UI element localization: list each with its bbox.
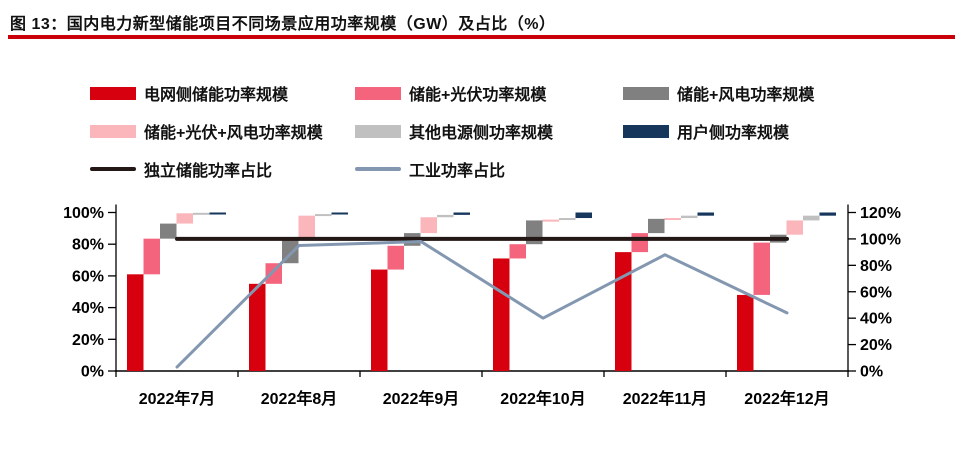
legend-color-swatch	[623, 86, 669, 100]
x-axis-category-label: 2022年11月	[623, 389, 708, 408]
x-axis-category-label: 2022年12月	[744, 389, 829, 408]
bar-segment	[453, 212, 470, 215]
bar-segment	[786, 220, 803, 235]
x-axis-category-label: 2022年8月	[261, 389, 338, 408]
right-axis-tick-label: 60%	[860, 284, 892, 301]
legend-label: 工业功率占比	[409, 163, 506, 180]
legend-label: 用户侧功率规模	[677, 125, 790, 142]
bar-segment	[575, 212, 592, 219]
legend-label: 电网侧储能功率规模	[144, 87, 289, 104]
x-axis-category-label: 2022年10月	[500, 389, 585, 408]
right-axis-tick-label: 120%	[860, 205, 901, 222]
bar-segment	[819, 212, 836, 216]
bar-segment	[542, 219, 559, 222]
bar-segment	[681, 215, 698, 219]
legend-item: 储能+光伏功率规模	[355, 86, 623, 104]
legend-label: 独立储能功率占比	[144, 163, 273, 180]
legend-item: 用户侧功率规模	[623, 124, 950, 142]
left-axis-tick-label: 80%	[72, 237, 104, 254]
right-axis-tick-label: 20%	[860, 337, 892, 354]
left-axis-tick-label: 100%	[63, 205, 104, 222]
bar-segment	[315, 214, 332, 217]
bar-segment	[631, 233, 648, 253]
combo-chart: 0% 20% 40% 60% 80% 100% 0% 20% 40% 60% 80% 100% 120%…	[63, 204, 901, 408]
left-axis-tick-label: 60%	[72, 268, 104, 285]
right-axis-tick-label: 0%	[860, 364, 883, 381]
industry-share-line	[175, 240, 789, 369]
bar-segment	[387, 245, 404, 270]
bar-segment	[803, 215, 820, 221]
bar-segment	[371, 269, 388, 371]
bar-segment	[176, 213, 193, 224]
legend-color-swatch	[623, 124, 669, 138]
title-underline	[8, 35, 955, 39]
legend-color-swatch	[355, 86, 401, 100]
right-axis-tick-label: 100%	[860, 231, 901, 248]
bar-segment	[559, 218, 576, 221]
bar-segment	[664, 218, 681, 221]
left-axis-tick-label: 20%	[72, 332, 104, 349]
bar-segment	[697, 212, 714, 216]
bar-segment	[193, 212, 210, 215]
legend-color-swatch	[355, 124, 401, 138]
legend-item: 独立储能功率占比	[90, 162, 355, 180]
bar-segment	[249, 283, 266, 371]
legend-color-swatch	[90, 124, 136, 138]
right-axis-tick-label: 40%	[860, 311, 892, 328]
x-axis-category-label: 2022年9月	[383, 389, 460, 408]
bar-segment	[509, 244, 526, 259]
legend-color-swatch	[90, 86, 136, 100]
right-axis-tick-label: 80%	[860, 258, 892, 275]
bar-segment	[160, 223, 177, 239]
bar-segment	[493, 258, 510, 371]
chart-legend: 电网侧储能功率规模 储能+光伏功率规模 储能+风电功率规模储能+光伏+风电功率规模 其…	[90, 86, 950, 180]
left-axis-tick-label: 0%	[81, 364, 104, 381]
bar-segment	[209, 212, 226, 215]
legend-item: 储能+光伏+风电功率规模	[90, 124, 355, 142]
x-axis-category-label: 2022年7月	[139, 389, 216, 408]
legend-line-swatch	[90, 167, 136, 171]
bar-segment	[737, 294, 754, 371]
legend-label: 储能+光伏+风电功率规模	[144, 125, 323, 142]
legend-label: 其他电源侧功率规模	[409, 125, 554, 142]
bar-segment	[437, 214, 454, 218]
bar-segment	[648, 218, 665, 234]
bar-segment	[331, 212, 348, 215]
figure-title: 图 13：国内电力新型储能项目不同场景应用功率规模（GW）及占比（%）	[10, 16, 556, 33]
bar-segment	[420, 217, 437, 234]
bar-segment	[753, 242, 770, 295]
bar-segment	[298, 215, 315, 238]
left-axis-tick-label: 40%	[72, 300, 104, 317]
legend-item: 储能+风电功率规模	[623, 86, 950, 104]
bar-segment	[615, 252, 632, 371]
legend-item: 其他电源侧功率规模	[355, 124, 623, 142]
legend-label: 储能+风电功率规模	[677, 87, 815, 104]
legend-line-swatch	[355, 167, 401, 171]
legend-label: 储能+光伏功率规模	[409, 87, 547, 104]
bar-segment	[143, 238, 160, 275]
legend-item: 电网侧储能功率规模	[90, 86, 355, 104]
legend-item: 工业功率占比	[355, 162, 623, 180]
bar-segment	[127, 274, 144, 371]
